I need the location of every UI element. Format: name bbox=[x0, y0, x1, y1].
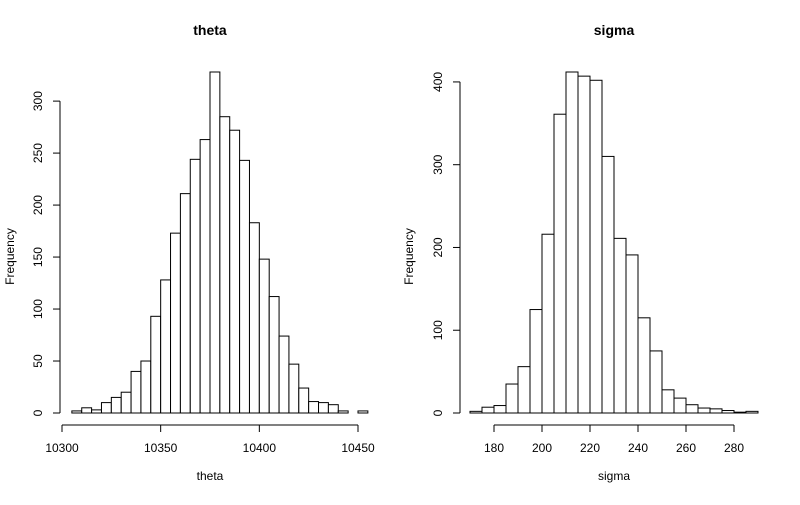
theta-bar bbox=[130, 370, 142, 414]
sigma-bar bbox=[673, 397, 687, 414]
sigma-x-tick-label: 260 bbox=[676, 441, 696, 455]
sigma-bar bbox=[709, 408, 723, 414]
sigma-x-tick-label: 240 bbox=[628, 441, 648, 455]
theta-bar bbox=[150, 315, 162, 414]
theta-bar bbox=[160, 279, 172, 414]
sigma-bar bbox=[745, 410, 759, 414]
sigma-x-tick-label: 280 bbox=[724, 441, 744, 455]
sigma-bar bbox=[529, 309, 543, 414]
theta-bar bbox=[337, 410, 349, 414]
sigma-x-axis-label: sigma bbox=[598, 469, 630, 483]
theta-y-tick-label: 200 bbox=[31, 195, 45, 215]
sigma-bar bbox=[637, 317, 651, 414]
theta-y-tick-label: 150 bbox=[31, 247, 45, 267]
theta-y-tick-label: 50 bbox=[31, 354, 45, 368]
sigma-bar bbox=[517, 366, 531, 414]
sigma-y-tick-label: 400 bbox=[431, 72, 445, 92]
sigma-bar bbox=[541, 233, 555, 414]
theta-y-tick-label: 250 bbox=[31, 143, 45, 163]
theta-bar bbox=[258, 258, 270, 414]
sigma-bar bbox=[565, 71, 579, 414]
sigma-bar bbox=[625, 254, 639, 414]
sigma-bar bbox=[601, 155, 615, 414]
sigma-bar bbox=[697, 407, 711, 414]
theta-bar bbox=[278, 335, 290, 414]
theta-y-tick-label: 100 bbox=[31, 299, 45, 319]
sigma-x-tick-label: 180 bbox=[484, 441, 504, 455]
sigma-histogram-panel: 180 200 220 240 260 280 0 100 200 300 400 sigma sigm… bbox=[402, 22, 759, 483]
theta-bar bbox=[170, 232, 181, 414]
sigma-bar bbox=[685, 404, 699, 414]
theta-bar bbox=[199, 139, 211, 414]
theta-bar bbox=[71, 410, 83, 414]
sigma-x-tick-label: 200 bbox=[532, 441, 552, 455]
sigma-y-tick-label: 200 bbox=[431, 237, 445, 257]
sigma-bar bbox=[481, 406, 495, 414]
theta-bar bbox=[268, 296, 280, 414]
sigma-y-tick-label: 100 bbox=[431, 320, 445, 340]
theta-bar bbox=[298, 387, 310, 414]
theta-bar bbox=[239, 159, 250, 414]
sigma-x-tick-label: 220 bbox=[580, 441, 600, 455]
theta-bar bbox=[110, 396, 122, 414]
theta-bar bbox=[189, 158, 201, 414]
sigma-y-tick-label: 300 bbox=[431, 154, 445, 174]
theta-x-tick-label: 10350 bbox=[144, 441, 178, 455]
sigma-bar bbox=[613, 237, 627, 414]
theta-histogram-panel: 10300 10350 10400 10450 0 50 100 150 200 250 300 th… bbox=[3, 22, 375, 483]
theta-bar bbox=[91, 409, 102, 414]
sigma-bar bbox=[649, 350, 663, 414]
theta-x-axis-label: theta bbox=[197, 469, 224, 483]
theta-bar bbox=[179, 193, 191, 414]
theta-bar bbox=[209, 71, 221, 414]
theta-bar bbox=[318, 402, 329, 414]
sigma-bar bbox=[589, 79, 603, 414]
theta-y-axis-label: Frequency bbox=[3, 228, 17, 285]
sigma-bar bbox=[553, 113, 567, 414]
sigma-bar bbox=[469, 410, 483, 414]
theta-x-tick-label: 10450 bbox=[341, 441, 375, 455]
sigma-bar bbox=[733, 411, 747, 414]
theta-x-tick-label: 10300 bbox=[45, 441, 79, 455]
theta-bar bbox=[288, 363, 300, 414]
theta-bar bbox=[248, 222, 260, 414]
theta-y-tick-label: 0 bbox=[31, 409, 45, 416]
theta-bar bbox=[229, 129, 241, 414]
sigma-bar bbox=[721, 410, 735, 414]
theta-bar bbox=[81, 407, 93, 414]
theta-chart-title: theta bbox=[193, 22, 227, 38]
theta-x-tick-label: 10400 bbox=[243, 441, 277, 455]
theta-bar bbox=[357, 410, 369, 414]
theta-bar bbox=[308, 401, 320, 414]
sigma-y-axis-label: Frequency bbox=[402, 228, 416, 285]
theta-bar bbox=[100, 402, 112, 414]
sigma-bar bbox=[493, 405, 507, 414]
theta-y-tick-label: 300 bbox=[31, 91, 45, 111]
theta-bar bbox=[327, 404, 339, 414]
theta-bar bbox=[219, 116, 231, 414]
sigma-y-tick-label: 0 bbox=[431, 409, 445, 416]
sigma-bar bbox=[661, 389, 675, 414]
theta-bar bbox=[120, 391, 132, 414]
sigma-bar bbox=[505, 383, 519, 414]
sigma-bar bbox=[577, 75, 591, 414]
sigma-chart-title: sigma bbox=[594, 22, 635, 38]
theta-bar bbox=[140, 360, 152, 414]
